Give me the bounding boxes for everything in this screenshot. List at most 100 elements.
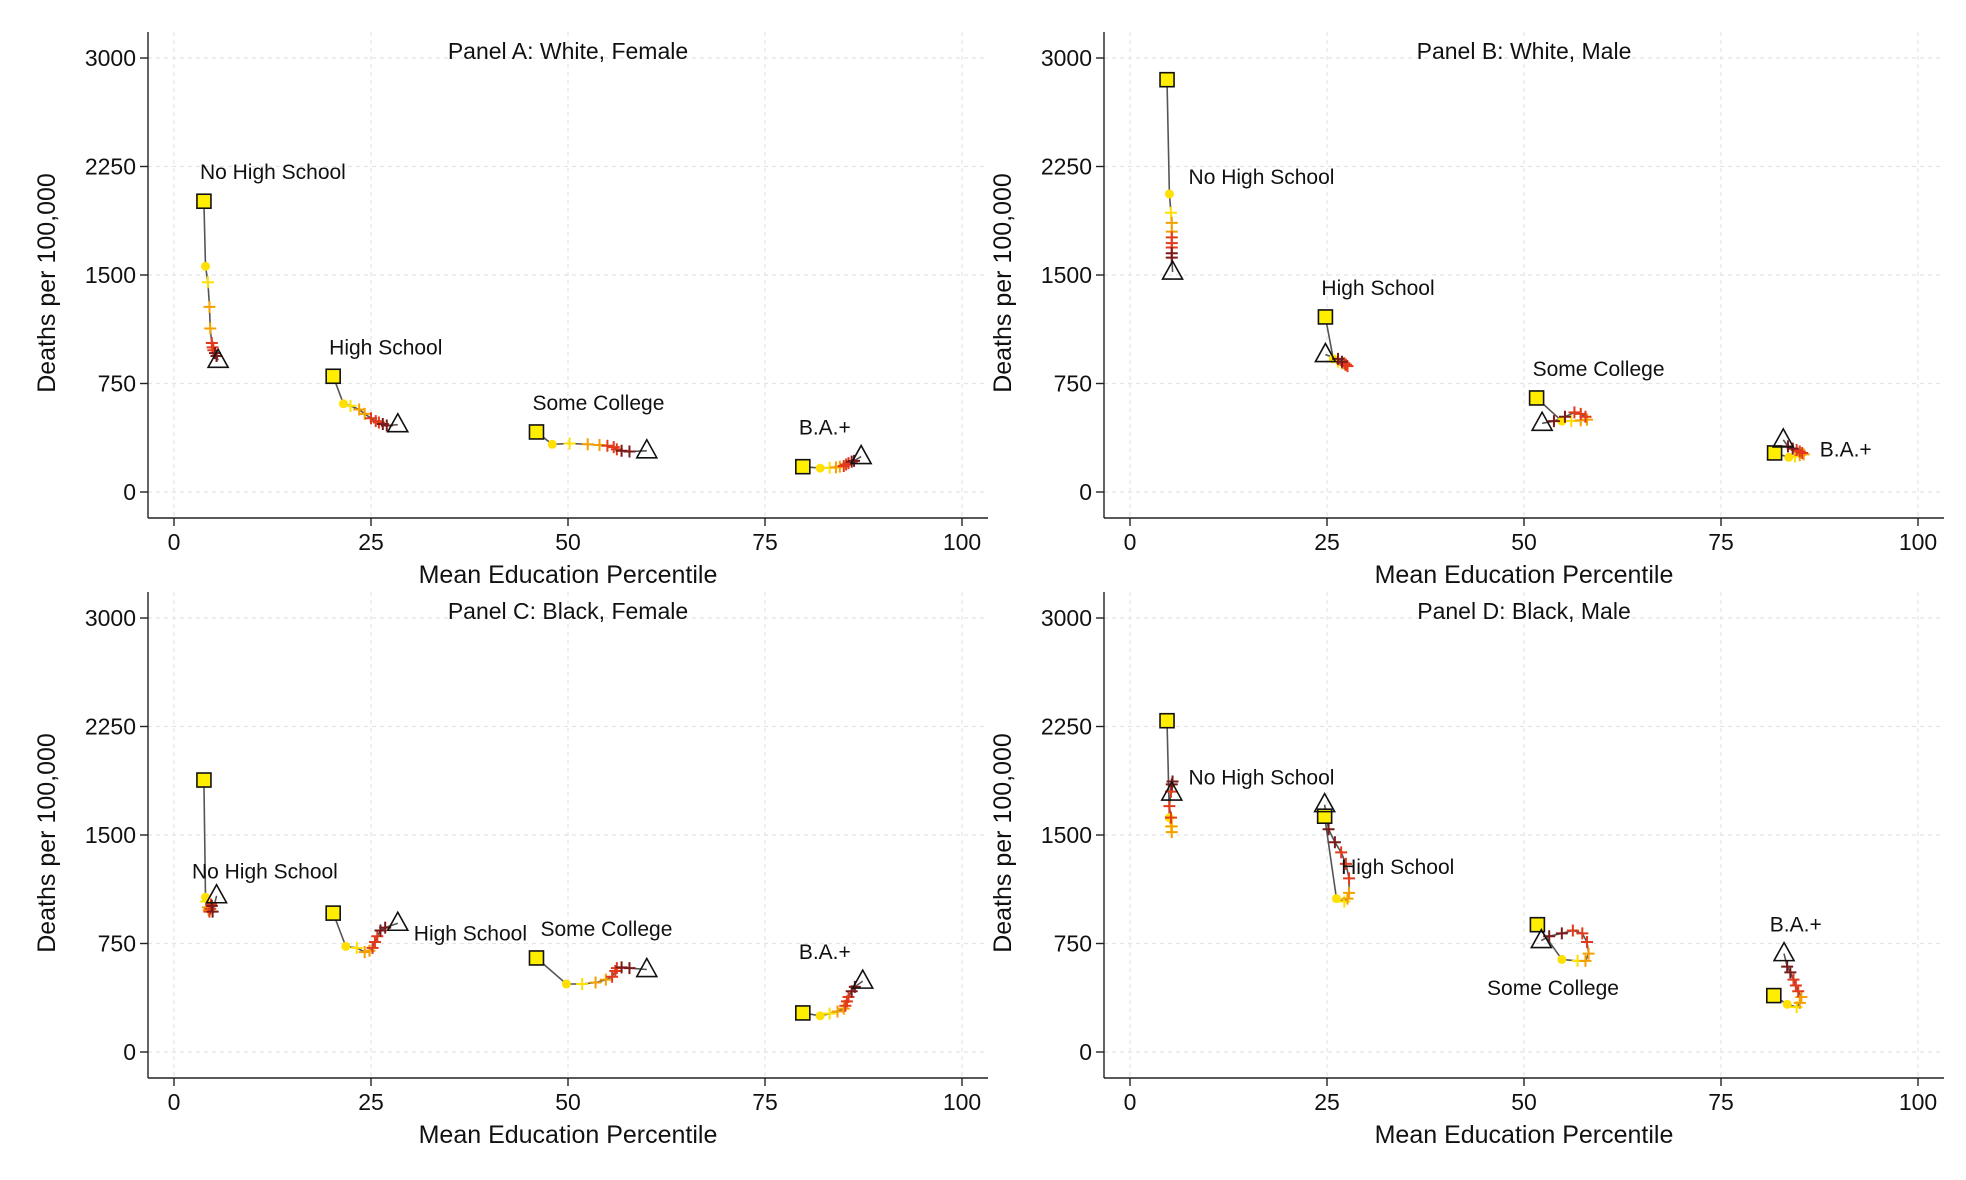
panel-d-x-tick-label-3: 75 (1708, 1089, 1734, 1115)
panel-c-ba-plus-point-2 (823, 1007, 836, 1020)
panel-b-some-college-point-6 (1574, 407, 1587, 420)
panel-a-some-college-end-triangle (635, 438, 659, 459)
panel-d-high-school-point-4 (1343, 886, 1356, 899)
panel-b: 0 750 1500 2250 3000 0 25 50 75 100 No High Schoo… (989, 32, 1944, 589)
panel-b-y-tick-label-0: 0 (1079, 479, 1092, 505)
panel-d-x-tick-label-1: 25 (1314, 1089, 1340, 1115)
panel-a-ba-plus-point-1 (815, 463, 825, 473)
panel-a-no-high-school-point-3 (203, 300, 216, 313)
panel-d-high-school-point-9 (1322, 823, 1335, 836)
panel-d-no-high-school-point-5 (1164, 811, 1177, 824)
panel-a-y-axis-title: Deaths per 100,000 (33, 173, 61, 393)
panel-a: 0 750 1500 2250 3000 0 25 50 75 100 No High Schoo… (33, 32, 988, 589)
panel-c-x-tick-label-0: 0 (168, 1089, 181, 1115)
panel-c-y-tick-label-0: 0 (123, 1039, 136, 1065)
panel-c-some-college-point-4 (599, 973, 612, 986)
panel-c-high-school-label: High School (414, 923, 527, 946)
panel-a-some-college-label: Some College (532, 392, 664, 415)
panel-d-high-school-end-triangle (1313, 791, 1336, 813)
panel-d-high-school-point-3 (1341, 892, 1354, 905)
panel-a-ba-plus-end-triangle (849, 443, 873, 465)
panel-a-no-high-school-start-square (196, 193, 212, 210)
panel-a-x-axis-title: Mean Education Percentile (419, 561, 718, 589)
panel-c-ba-plus-label: B.A.+ (799, 941, 851, 964)
panel-a-y-tick-label-1: 750 (98, 371, 136, 397)
panel-d-y-tick-label-4: 3000 (1041, 605, 1092, 631)
panel-c-some-college-start-square (528, 950, 545, 966)
panel-c-x-tick-label-2: 50 (555, 1089, 581, 1115)
panel-c-x-tick-label-4: 100 (943, 1089, 981, 1115)
panel-c-y-tick-label-4: 3000 (85, 605, 136, 631)
panel-c-some-college-point-1 (561, 979, 571, 989)
panel-d-no-high-school-start-square (1159, 712, 1175, 729)
panel-c-y-axis-title: Deaths per 100,000 (33, 733, 61, 953)
panel-b-y-tick-label-1: 750 (1054, 371, 1092, 397)
panel-a-high-school-end-triangle (386, 412, 410, 433)
panel-a-no-high-school-point-4 (204, 322, 217, 335)
panel-c-some-college-end-triangle (635, 956, 659, 978)
panel-a-some-college-start-square (528, 424, 545, 440)
panel-a-no-high-school-point-1 (201, 261, 211, 271)
panel-b-gridlines (1104, 32, 1944, 518)
panel-d-y-tick-label-2: 1500 (1041, 822, 1092, 848)
panel-d-some-college-start-square (1529, 916, 1546, 933)
panel-d-x-tick-label-2: 50 (1511, 1089, 1537, 1115)
panel-b-x-tick-label-1: 25 (1314, 529, 1340, 555)
panel-b-high-school-label: High School (1321, 277, 1434, 300)
panel-b-no-high-school-end-triangle (1161, 259, 1184, 280)
panel-c: 0 750 1500 2250 3000 0 25 50 75 100 No High Schoo… (33, 592, 988, 1149)
panel-b-x-axis-title: Mean Education Percentile (1375, 561, 1674, 589)
panel-c-high-school-point-6 (368, 936, 381, 949)
panel-b-no-high-school-label: No High School (1189, 166, 1335, 189)
panel-a-y-tick-label-4: 3000 (85, 45, 136, 71)
panel-a-x-tick-label-2: 50 (555, 529, 581, 555)
panel-a-x-tick-label-3: 75 (752, 529, 778, 555)
panel-d-some-college-point-5 (1581, 936, 1594, 949)
panel-b-no-high-school-point-1 (1164, 189, 1174, 199)
panel-d-title: Panel D: Black, Male (1417, 598, 1630, 624)
panel-c-some-college-point-6 (609, 964, 622, 977)
panel-b-some-college-point-4 (1581, 413, 1594, 426)
panel-b-y-tick-label-2: 1500 (1041, 262, 1092, 288)
panel-a-y-tick-label-0: 0 (123, 479, 136, 505)
panel-a-axes: 0 750 1500 2250 3000 0 25 50 75 100 (85, 32, 988, 555)
panel-a-x-tick-label-0: 0 (168, 529, 181, 555)
panel-b-x-tick-label-2: 50 (1511, 529, 1537, 555)
panel-c-some-college-label: Some College (540, 918, 672, 941)
panel-d-x-tick-label-4: 100 (1899, 1089, 1937, 1115)
panel-c-y-tick-label-3: 2250 (85, 714, 136, 740)
panel-a-ba-plus-start-square (795, 458, 811, 475)
panel-d-ba-plus-point-5 (1792, 985, 1805, 998)
panel-d-some-college-end-triangle (1529, 927, 1553, 949)
panel-b-y-tick-label-4: 3000 (1041, 45, 1092, 71)
panel-b-some-college-point-7 (1568, 406, 1581, 419)
panel-d-ba-plus-point-1 (1782, 999, 1792, 1009)
panel-c-ba-plus-end-triangle (851, 968, 875, 989)
panel-d-ba-plus-end-triangle (1772, 940, 1796, 962)
panel-b-some-college-label: Some College (1533, 358, 1665, 381)
panel-c-data: No High School High School Some College B.A… (192, 772, 875, 1021)
panel-a-y-tick-label-3: 2250 (85, 154, 136, 180)
panel-b-x-tick-label-4: 100 (1899, 529, 1937, 555)
panel-c-ba-plus-point-4 (837, 1002, 850, 1015)
panel-a-x-tick-label-1: 25 (358, 529, 384, 555)
panel-b-x-tick-label-3: 75 (1708, 529, 1734, 555)
panel-d-y-tick-label-0: 0 (1079, 1039, 1092, 1065)
panel-b-y-axis-title: Deaths per 100,000 (989, 173, 1017, 393)
panel-a-no-high-school-point-8 (208, 347, 221, 360)
panel-d-some-college-point-7 (1566, 924, 1579, 937)
panel-d-no-high-school-point-9 (1166, 775, 1179, 788)
panel-d-x-tick-label-0: 0 (1124, 1089, 1137, 1115)
panel-d-y-tick-label-3: 2250 (1041, 714, 1092, 740)
panel-d-some-college-point-3 (1579, 954, 1592, 967)
panel-d-y-tick-label-1: 750 (1054, 931, 1092, 957)
panel-d-no-high-school-end-triangle (1160, 780, 1184, 801)
panel-a-high-school-point-4 (358, 407, 371, 420)
panel-a-gridlines (148, 32, 988, 518)
panel-c-gridlines (148, 592, 988, 1078)
panel-b-ba-plus-label: B.A.+ (1820, 439, 1872, 462)
panel-b-high-school-start-square (1317, 309, 1334, 325)
panel-a-high-school-point-2 (344, 399, 357, 412)
